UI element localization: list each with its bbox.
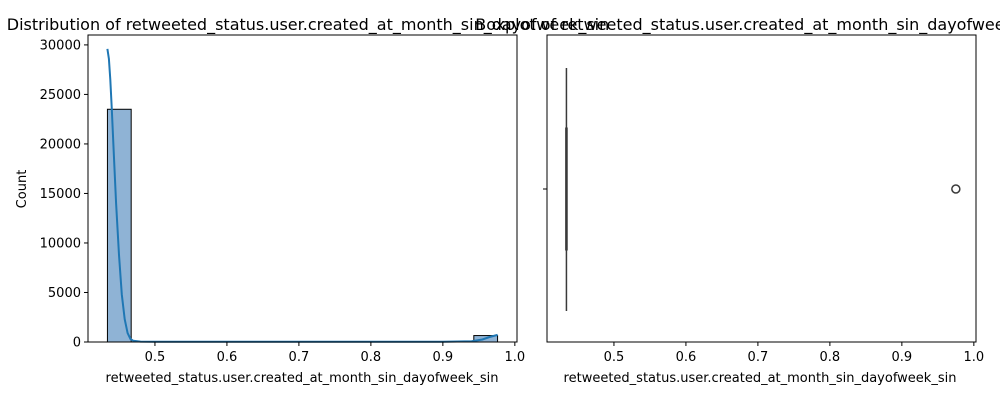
y-tick-label: 5000 [48, 286, 81, 301]
x-tick-label: 0.6 [676, 350, 697, 365]
histogram-frame [87, 34, 518, 343]
x-ticks: 0.5 0.6 0.7 0.8 0.9 1.0 [145, 342, 525, 365]
y-tick-label: 25000 [40, 88, 81, 103]
y-tick-label: 30000 [40, 38, 81, 53]
x-axis-label: retweeted_status.user.created_at_month_s… [564, 371, 957, 386]
histogram-title: Distribution of retweeted_status.user.cr… [7, 15, 610, 35]
kde-line [106, 48, 498, 343]
y-tick-label: 20000 [40, 137, 81, 152]
y-tick-label: 0 [73, 336, 81, 351]
x-tick-label: 0.7 [748, 350, 769, 365]
x-tick-label: 0.9 [433, 350, 454, 365]
boxplot-frame [546, 34, 977, 343]
y-axis-label: Count [15, 170, 30, 209]
x-tick-label: 1.0 [963, 350, 984, 365]
histogram-subplot: Distribution of retweeted_status.user.cr… [7, 15, 610, 386]
x-tick-label: 0.5 [145, 350, 166, 365]
x-ticks: 0.5 0.6 0.7 0.8 0.9 1.0 [604, 342, 984, 365]
x-tick-label: 1.0 [504, 350, 525, 365]
histogram-bar [106, 108, 132, 343]
x-tick-label: 0.8 [361, 350, 382, 365]
x-tick-label: 0.5 [604, 350, 625, 365]
x-tick-label: 0.8 [820, 350, 841, 365]
x-tick-label: 0.9 [892, 350, 913, 365]
y-tick-label: 10000 [40, 236, 81, 251]
x-tick-label: 0.6 [217, 350, 238, 365]
histogram-bars [106, 108, 499, 343]
x-axis-label: retweeted_status.user.created_at_month_s… [106, 371, 499, 386]
boxplot-marks [565, 68, 961, 311]
y-ticks: 0 5000 10000 15000 20000 25000 30000 [40, 38, 88, 351]
x-tick-label: 0.7 [289, 350, 310, 365]
boxplot-title: Boxplot of retweeted_status.user.created… [475, 15, 1000, 35]
boxplot-subplot: Boxplot of retweeted_status.user.created… [475, 15, 1000, 386]
boxplot-outlier [951, 184, 961, 194]
y-tick-label: 15000 [40, 187, 81, 202]
